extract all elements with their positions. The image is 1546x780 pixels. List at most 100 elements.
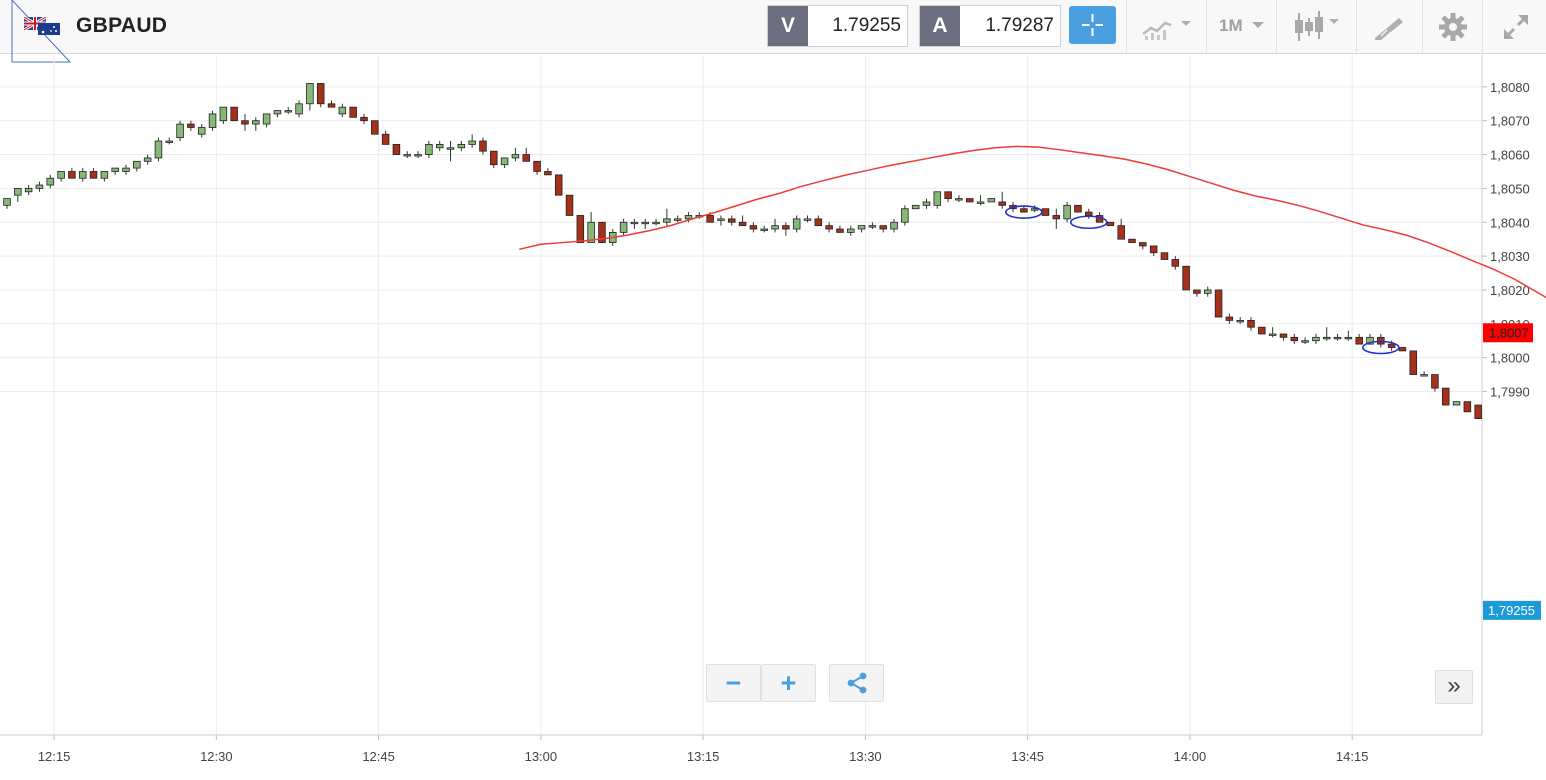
- y-tick-label: 1,8040: [1490, 215, 1530, 230]
- candle-up: [1268, 333, 1277, 336]
- x-tick-label: 12:15: [38, 749, 71, 764]
- candle-up: [262, 113, 271, 125]
- candle-up: [1312, 336, 1320, 342]
- candle-down: [565, 194, 574, 216]
- x-tick-label: 13:45: [1011, 749, 1044, 764]
- share-button[interactable]: [829, 664, 884, 702]
- zoom-out-button[interactable]: −: [706, 664, 761, 702]
- candle-up: [306, 83, 314, 105]
- candle-up: [1333, 336, 1342, 340]
- current-price-label: 1,79255: [1488, 603, 1535, 618]
- price-chart[interactable]: 1,8080 1,8070 1,8060 1,8050 1,8040 1,8030 1,80…: [0, 55, 1546, 780]
- candle-up: [295, 103, 303, 115]
- chart-type-button[interactable]: [1126, 0, 1206, 54]
- candle-up: [641, 221, 649, 225]
- candle-up: [652, 221, 660, 225]
- candle-down: [554, 174, 563, 196]
- ma-price-tag: [1483, 323, 1533, 343]
- settings-button[interactable]: [1422, 0, 1482, 54]
- buy-price-button[interactable]: A 1.79287: [919, 5, 1061, 47]
- candle-up: [219, 106, 228, 122]
- candle-down: [1463, 401, 1472, 413]
- candle-up: [901, 208, 909, 223]
- candle-up: [511, 154, 520, 159]
- candle-down: [738, 221, 747, 227]
- candle-up: [868, 225, 877, 228]
- candle-down: [598, 221, 606, 243]
- crosshair-icon: [1082, 14, 1103, 36]
- fullscreen-button[interactable]: [1482, 0, 1546, 54]
- x-tick-label: 12:45: [362, 749, 395, 764]
- candle-up: [792, 218, 801, 230]
- candle-up: [1301, 340, 1309, 343]
- candle-down: [1149, 245, 1158, 254]
- candle-down: [544, 171, 552, 176]
- candle-down: [1398, 347, 1407, 352]
- sell-price: 1.79255: [832, 15, 901, 36]
- candle-up: [403, 154, 412, 157]
- share-icon: [847, 672, 867, 694]
- candle-up: [154, 140, 163, 159]
- candle-down: [728, 218, 736, 223]
- candle-up: [111, 167, 119, 172]
- drawing-tools-button[interactable]: [1356, 0, 1422, 54]
- candle-down: [349, 106, 357, 118]
- candle-down: [1171, 259, 1180, 267]
- zoom-in-button[interactable]: +: [761, 664, 816, 702]
- candle-down: [1225, 316, 1234, 321]
- candle-up: [1322, 336, 1331, 340]
- candle-up: [208, 113, 217, 128]
- candle-down: [1290, 336, 1299, 342]
- candle-type-button[interactable]: [1276, 0, 1356, 54]
- candle-up: [933, 191, 942, 206]
- candle-up: [1203, 289, 1212, 294]
- candle-up: [338, 106, 347, 115]
- sell-price-button[interactable]: V 1.79255: [767, 5, 908, 47]
- candle-down: [1182, 265, 1190, 291]
- annotation-ellipse: [1005, 205, 1043, 219]
- annotation-ellipse: [1362, 340, 1400, 355]
- crosshair-button[interactable]: [1069, 6, 1116, 44]
- candle-down: [1041, 208, 1050, 216]
- candle-up: [273, 110, 282, 115]
- candle-down: [1074, 204, 1082, 213]
- candle-up: [425, 143, 433, 155]
- moving-average-line: [519, 145, 1546, 299]
- y-tick-label: 1,8060: [1490, 148, 1530, 163]
- instrument-symbol: GBPAUD: [76, 14, 168, 37]
- candle-up: [1236, 320, 1244, 323]
- minus-icon: −: [725, 668, 742, 698]
- candle-down: [1387, 343, 1396, 348]
- sell-label: V: [768, 6, 808, 46]
- candle-up: [500, 157, 509, 166]
- candle-up: [987, 198, 996, 203]
- candle-down: [825, 225, 833, 230]
- chart-area[interactable]: 1,8080 1,8070 1,8060 1,8050 1,8040 1,8030 1,80…: [0, 55, 1546, 780]
- scroll-right-button[interactable]: »: [1435, 670, 1473, 704]
- candle-up: [197, 127, 206, 135]
- candle-up: [57, 171, 65, 179]
- candle-down: [1193, 289, 1201, 294]
- candle-up: [890, 221, 898, 230]
- candle-down: [1441, 387, 1450, 406]
- candle-down: [1431, 374, 1439, 389]
- candle-down: [1106, 221, 1115, 227]
- candle-up: [122, 167, 130, 172]
- timeframe-button[interactable]: 1M: [1206, 0, 1276, 54]
- candles-icon: [1295, 11, 1339, 41]
- candle-down: [1474, 404, 1482, 419]
- candle-up: [165, 140, 174, 143]
- double-chevron-right-icon: »: [1447, 672, 1461, 699]
- y-tick-label: 1,8000: [1490, 351, 1530, 366]
- candle-down: [1214, 289, 1223, 318]
- x-tick-label: 14:00: [1174, 749, 1207, 764]
- candle-down: [944, 191, 952, 199]
- candle-down: [749, 225, 758, 230]
- candle-up: [857, 225, 866, 230]
- candle-down: [1258, 326, 1266, 335]
- candle-down: [241, 120, 249, 125]
- candle-up: [14, 188, 22, 196]
- candle-down: [1128, 238, 1136, 243]
- candle-up: [760, 228, 768, 231]
- candle-down: [1117, 225, 1125, 240]
